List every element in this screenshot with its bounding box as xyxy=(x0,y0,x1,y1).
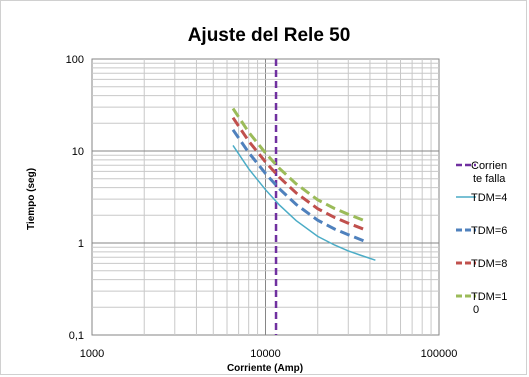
legend-tdm-4: TDM=4 xyxy=(456,192,507,204)
y-tick-label: 10 xyxy=(72,146,84,158)
series-line-tdm-8 xyxy=(231,116,367,232)
legend-label: TDM=1 xyxy=(471,291,507,303)
series-line-tdm-4 xyxy=(232,144,376,261)
legend-label: te falla xyxy=(473,173,506,185)
series-line-tdm-6 xyxy=(231,128,367,244)
y-tick-label: 1 xyxy=(78,238,84,250)
series-line-tdm-10 xyxy=(231,107,367,223)
legend-label: Corrien xyxy=(471,160,507,172)
series-layer xyxy=(231,59,376,335)
legend: Corriente falla TDM=4 TDM=6 TDM=8 TDM=10 xyxy=(456,160,507,316)
y-axis-title: Tiempo (seg) xyxy=(26,168,37,230)
legend-fault-current: Corriente falla xyxy=(456,160,507,185)
y-tick-label: 100 xyxy=(66,54,84,66)
y-tick-label: 0,1 xyxy=(69,330,84,342)
x-tick-label: 1000 xyxy=(80,348,104,360)
grid-layer xyxy=(91,58,440,336)
legend-label: TDM=6 xyxy=(471,225,507,237)
legend-tdm-6: TDM=6 xyxy=(456,225,507,237)
x-axis-title: Corriente (Amp) xyxy=(227,363,303,374)
x-tick-label: 10000 xyxy=(250,348,281,360)
tick-layer: 1000 10000 100000 0,1 1 10 100 xyxy=(66,54,458,360)
chart-title: Ajuste del Rele 50 xyxy=(188,25,351,46)
legend-label: TDM=4 xyxy=(471,192,507,204)
legend-label: 0 xyxy=(473,304,479,316)
legend-tdm-10: TDM=10 xyxy=(456,291,507,316)
x-tick-label: 100000 xyxy=(421,348,458,360)
legend-tdm-8: TDM=8 xyxy=(456,258,507,270)
legend-label: TDM=8 xyxy=(471,258,507,270)
